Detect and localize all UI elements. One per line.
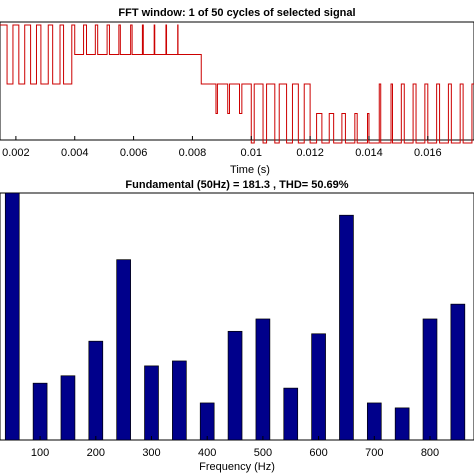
harmonic-bar [450,303,466,441]
x-tick-label: 0.012 [296,147,324,159]
harmonic-bar [144,365,159,441]
signal-title: FFT window: 1 of 50 cycles of selected s… [118,7,355,19]
x-tick-label: 500 [254,447,272,459]
signal-line [0,24,474,144]
harmonic-bar [283,387,299,441]
plot-area [0,21,474,141]
x-tick-label: 800 [421,447,439,459]
fft-x-label: Frequency (Hz) [199,461,275,473]
harmonic-bar [339,214,354,441]
harmonic-bar [116,259,131,441]
x-tick-label: 0.004 [61,147,89,159]
harmonic-bar [422,318,438,441]
x-tick-label: 100 [31,447,49,459]
x-tick-label: 0.014 [355,147,383,159]
x-tick-label: 0.006 [120,147,148,159]
harmonic-bar [366,402,382,441]
harmonic-bar [311,333,326,441]
signal-x-label: Time (s) [230,164,270,176]
x-tick-label: 400 [198,447,216,459]
x-tick-label: 300 [142,447,160,459]
harmonic-bar [227,330,243,441]
harmonic-bar [60,375,76,441]
x-tick-label: 0.002 [2,147,30,159]
harmonic-bar [88,340,104,441]
x-tick-label: 0.016 [414,147,442,159]
x-tick-label: 600 [309,447,327,459]
fft-title: Fundamental (50Hz) = 181.3 , THD= 50.69% [125,179,348,191]
harmonic-bar [172,360,187,441]
harmonic-bar [394,407,410,441]
x-tick-label: 700 [365,447,383,459]
harmonic-bar [32,382,48,441]
harmonic-bar [4,192,20,441]
harmonic-bar [199,402,215,441]
x-tick-label: 0.01 [241,147,262,159]
x-tick-label: 0.008 [179,147,207,159]
x-tick-label: 200 [87,447,105,459]
harmonic-bar [255,318,271,441]
